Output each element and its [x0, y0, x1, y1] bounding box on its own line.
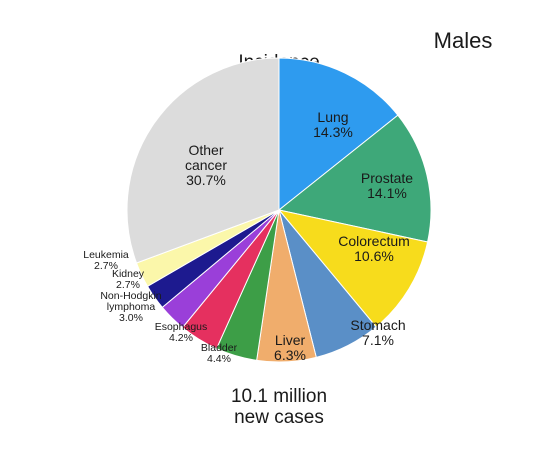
slice-colorectum — [277, 209, 429, 328]
slice-other-cancer — [126, 57, 280, 264]
slice-label-lung: Lung 14.3% — [313, 109, 353, 140]
slice-label-stomach: Stomach 7.1% — [350, 317, 405, 348]
slice-label-colorectum: Colorectum 10.6% — [338, 233, 410, 264]
slice-lung — [278, 57, 399, 212]
slice-prostate — [277, 114, 432, 243]
slice-label-liver: Liver 6.3% — [274, 332, 306, 363]
slice-label-prostate: Prostate 14.1% — [361, 170, 413, 201]
total-cases-line2: new cases — [234, 407, 324, 428]
total-cases-line1: 10.1 million — [231, 386, 327, 407]
pie-labels: Lung 14.3% Prostate 14.1% Colorectum 10.6% Sto… — [83, 109, 413, 365]
slice-label-other-cancer: Other cancer 30.7% — [185, 142, 227, 188]
slice-label-leukemia: Leukemia 2.7% — [83, 249, 129, 272]
slice-label-esophagus: Esophagus 4.2% — [155, 321, 208, 344]
pie-slices — [126, 57, 432, 363]
corner-title: Males — [434, 28, 493, 53]
slice-label-non-hodgkin-lymphoma: Non-Hodgkin lymphoma 3.0% — [100, 290, 161, 324]
slice-label-bladder: Bladder 4.4% — [201, 342, 238, 365]
slice-label-kidney: Kidney 2.7% — [112, 268, 145, 291]
